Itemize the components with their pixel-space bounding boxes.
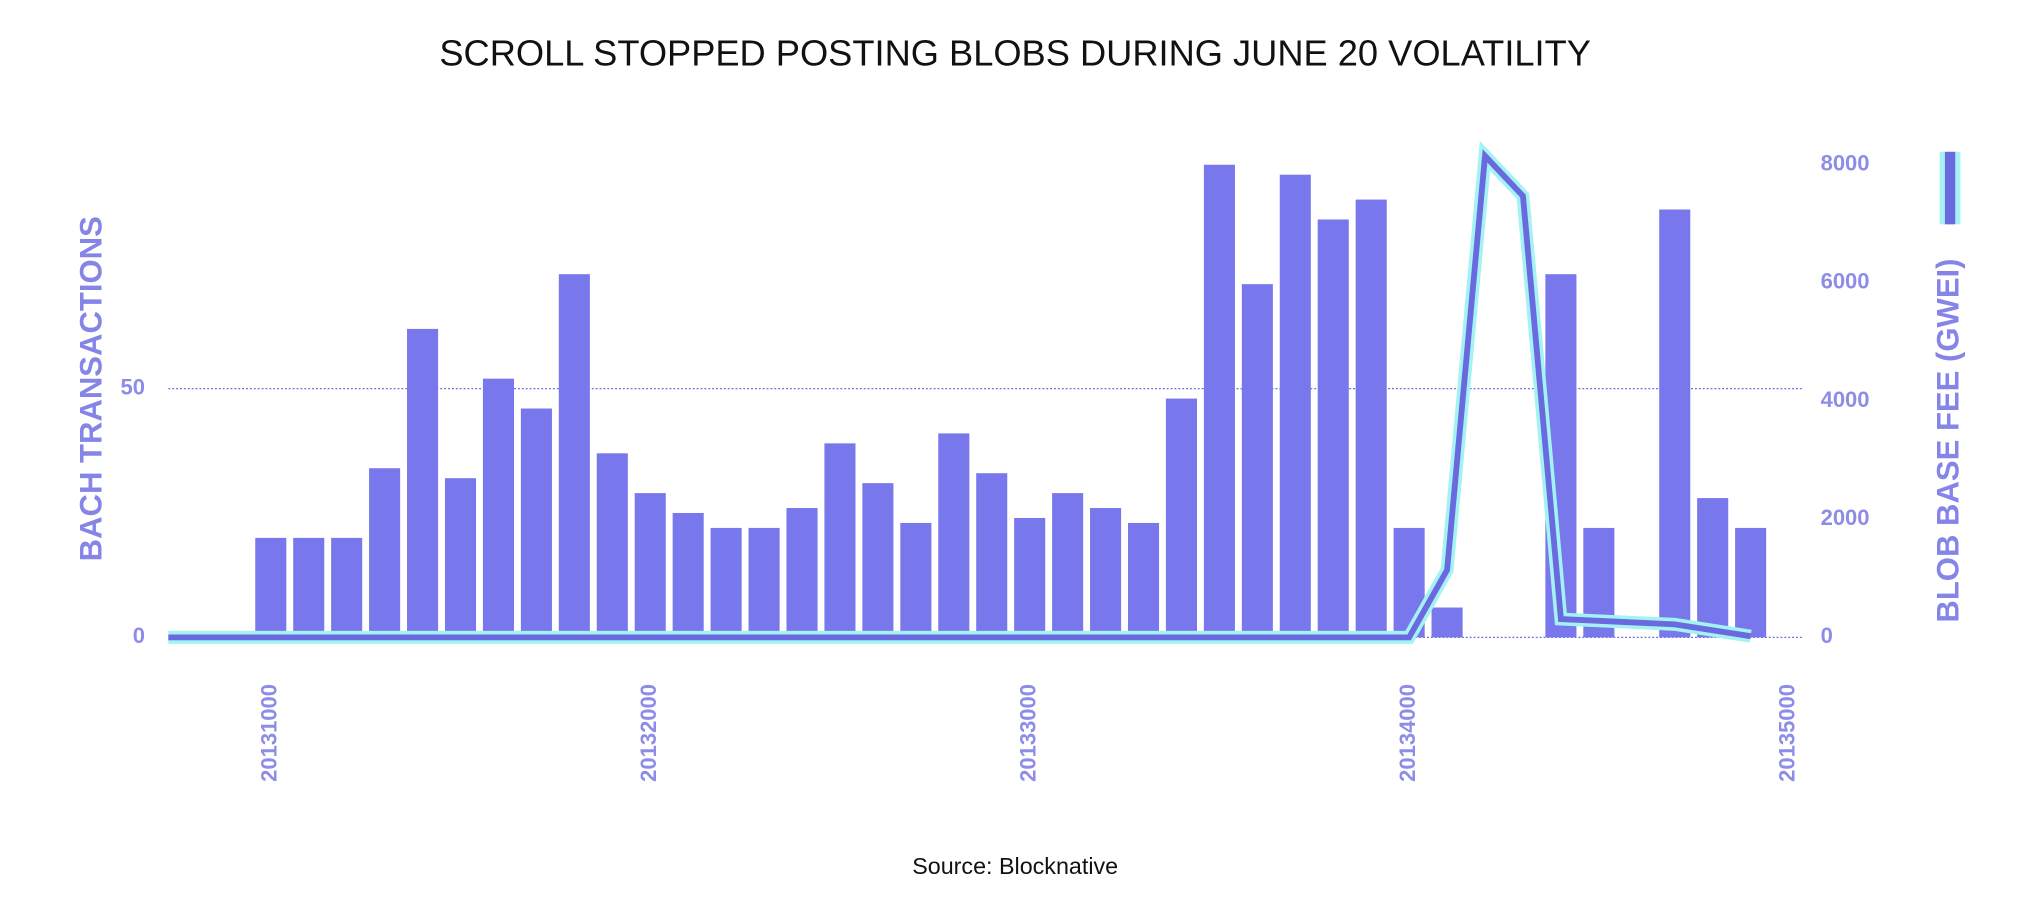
x-tick-label: 20134000 [1395,684,1420,782]
bar [293,537,325,638]
y2-tick-label: 6000 [1821,269,1870,294]
bar [369,468,401,638]
bar [1090,508,1122,638]
bar [558,274,590,638]
bar [786,508,818,638]
bar [520,408,552,638]
bar [672,512,704,638]
bar [1317,219,1349,638]
bar [748,527,780,638]
bar [862,483,894,638]
y-tick-label: 50 [121,374,145,399]
bar [938,433,970,638]
source: Source: Blocknative [912,853,1118,879]
bar [331,537,363,638]
legend-swatch [1944,151,1956,225]
y-tick-label: 0 [133,623,145,648]
bar [976,473,1008,638]
bar [1127,522,1160,638]
bar [1735,527,1767,638]
y2-axis-title: BLOB BASE FEE (GWEI) [1930,258,1965,622]
y2-tick-label: 0 [1821,623,1833,648]
bar [596,453,628,638]
bar [1165,398,1197,638]
y2-tick-label: 2000 [1821,505,1870,530]
bar [1052,493,1084,638]
y2-tick-label: 4000 [1821,387,1870,412]
bar [634,493,666,638]
x-tick-label: 20132000 [636,684,661,782]
bar [1241,284,1273,638]
x-tick-label: 20135000 [1774,684,1799,782]
bar [1014,517,1046,638]
line [168,149,1752,641]
bar [1355,199,1387,638]
bar [407,328,439,638]
bar [1659,209,1691,638]
x-tick-label: 20133000 [1015,684,1040,782]
bar [900,522,932,638]
bar [482,378,514,638]
bar [1203,164,1235,638]
bar [824,443,856,638]
x-tick-label: 20131000 [257,684,282,782]
y-axis-title: BACH TRANSACTIONS [73,216,108,561]
bar [255,537,287,638]
bar [710,527,742,638]
y2-tick-label: 8000 [1821,151,1870,176]
chart-title: SCROLL STOPPED POSTING BLOBS DURING JUNE… [439,33,1591,74]
bar [1279,174,1311,638]
bar [444,478,477,638]
bar [1431,607,1463,638]
bar [1697,498,1729,638]
